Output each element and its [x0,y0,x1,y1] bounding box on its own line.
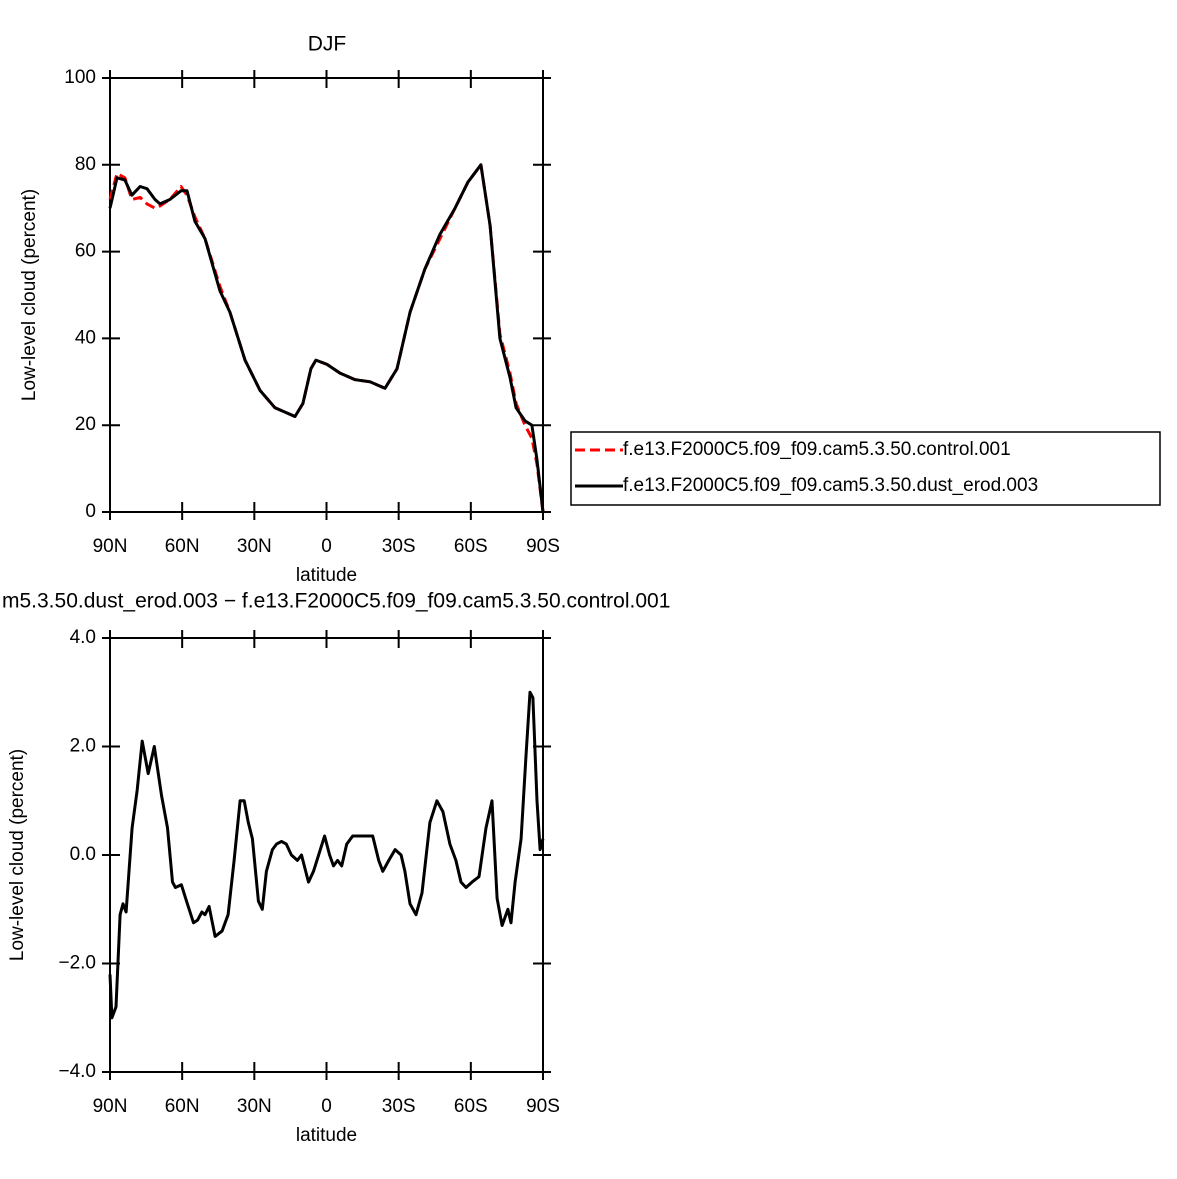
x-tick-label: 60N [165,1096,200,1117]
data-line [108,163,545,513]
plot-frame [109,637,544,1073]
y-axis-label: Low-level cloud (percent) [19,189,40,401]
x-tick-label: 60S [454,536,488,557]
x-tick-label: 30N [237,536,272,557]
x-tick-label: 90N [93,1096,128,1117]
x-tick-label: 30S [382,536,416,557]
y-tick-label: 60 [75,241,96,262]
chart-title: m5.3.50.dust_erod.003 − f.e13.F2000C5.f0… [2,590,670,613]
y-tick-label: −4.0 [58,1061,96,1082]
x-tick-label: 60N [165,536,200,557]
y-tick-label: 100 [64,67,96,88]
x-tick-label: 90S [526,536,560,557]
x-tick-label: 0 [321,1096,332,1117]
x-tick-label: 90S [526,1096,560,1117]
y-tick-label: 4.0 [70,627,96,648]
y-tick-label: 20 [75,414,96,435]
x-axis-label: latitude [296,565,357,586]
y-tick-label: 40 [75,327,96,348]
y-tick-label: −2.0 [58,953,96,974]
x-tick-label: 90N [93,536,128,557]
x-axis-label: latitude [296,1125,357,1146]
y-tick-label: 0.0 [70,844,96,865]
y-axis-label: Low-level cloud (percent) [7,749,28,961]
data-line [108,163,545,513]
legend-label: f.e13.F2000C5.f09_f09.cam5.3.50.dust_ero… [623,475,1038,496]
y-tick-label: 2.0 [70,736,96,757]
x-tick-label: 30N [237,1096,272,1117]
x-tick-label: 0 [321,536,332,557]
legend-box [570,431,1161,506]
plot-frame [109,77,544,513]
x-tick-label: 30S [382,1096,416,1117]
x-tick-label: 60S [454,1096,488,1117]
data-line [108,690,545,1020]
chart-title: DJF [308,33,347,56]
y-tick-label: 0 [85,501,96,522]
legend-label: f.e13.F2000C5.f09_f09.cam5.3.50.control.… [623,439,1011,460]
y-tick-label: 80 [75,154,96,175]
